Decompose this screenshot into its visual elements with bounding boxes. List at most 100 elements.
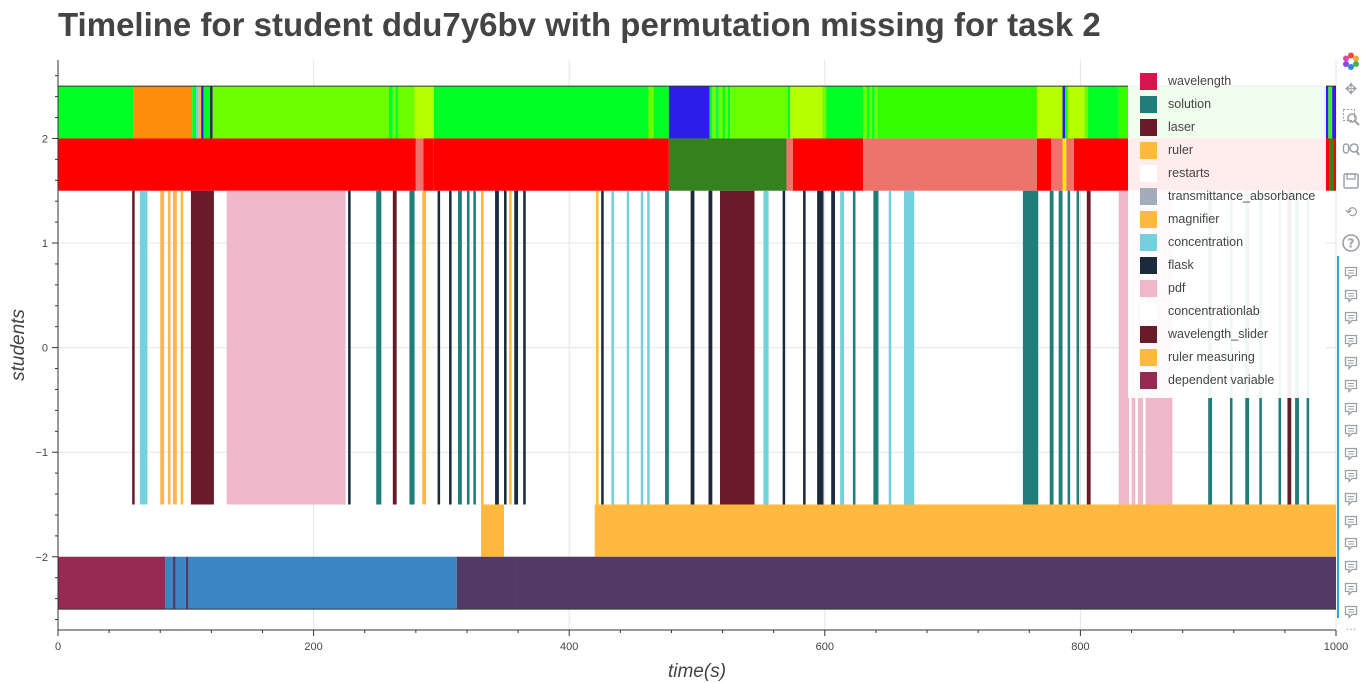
hover-tool-icon[interactable] — [1340, 262, 1362, 284]
timeline-segment — [449, 190, 452, 505]
timeline-segment — [509, 190, 512, 505]
hover-tool-icon[interactable] — [1340, 375, 1362, 397]
timeline-segment — [210, 86, 213, 139]
timeline-segment — [1118, 190, 1129, 505]
timeline-segment — [192, 86, 197, 139]
timeline-segment — [594, 504, 1336, 557]
timeline-segment — [1333, 138, 1336, 191]
hover-tool-icon[interactable] — [1340, 556, 1362, 578]
pan-icon[interactable]: ✥ — [1344, 80, 1358, 98]
timeline-segment — [725, 86, 728, 139]
legend-item[interactable]: dependent variable — [1140, 370, 1274, 390]
save-icon[interactable] — [1340, 170, 1362, 192]
legend-item[interactable]: ruler measuring — [1140, 347, 1255, 367]
timeline-segment — [185, 556, 189, 610]
active-tool-indicator — [1337, 256, 1339, 618]
hover-tool-icon[interactable] — [1340, 285, 1362, 307]
timeline-segment — [1051, 138, 1063, 191]
timeline-segment — [1329, 138, 1334, 191]
hover-tool-icon[interactable] — [1340, 398, 1362, 420]
timeline-segment — [1022, 190, 1039, 505]
hover-tool-icon[interactable] — [1340, 488, 1362, 510]
x-tick-label: 400 — [560, 641, 578, 653]
legend-swatch — [1140, 325, 1157, 343]
hover-tool-icon[interactable] — [1340, 330, 1362, 352]
timeline-segment — [167, 190, 171, 505]
timeline-segment — [1086, 190, 1091, 505]
timeline-segment — [392, 86, 396, 139]
y-axis-label: students — [8, 309, 29, 381]
more-tools-button[interactable]: ··· — [1345, 622, 1357, 636]
timeline-segment — [792, 138, 864, 191]
hover-tool-icon[interactable] — [1340, 443, 1362, 465]
timeline-segment — [58, 138, 416, 191]
legend-item[interactable]: transmittance_absorbance — [1140, 186, 1315, 206]
timeline-segment — [690, 190, 695, 505]
legend-item[interactable]: laser — [1140, 117, 1195, 137]
hover-tool-icon[interactable] — [1340, 307, 1362, 329]
timeline-segment — [175, 556, 186, 610]
legend-item[interactable]: concentration — [1140, 232, 1243, 252]
legend-item[interactable]: pdf — [1140, 278, 1185, 298]
timeline-segment — [515, 556, 1336, 610]
timeline-segment — [866, 86, 870, 139]
y-tick-label: −1 — [35, 447, 48, 459]
legend-swatch — [1140, 141, 1157, 159]
bokeh-logo-icon[interactable] — [1340, 50, 1362, 72]
timeline-segment — [433, 86, 649, 139]
legend-item[interactable]: ruler — [1140, 140, 1193, 160]
legend-item[interactable]: flask — [1140, 255, 1194, 275]
legend-label: solution — [1168, 97, 1212, 111]
legend-item[interactable]: restarts — [1140, 163, 1210, 183]
hover-tool-icon[interactable] — [1340, 578, 1362, 600]
timeline-segment — [190, 190, 214, 505]
timeline-segment — [1088, 86, 1119, 139]
timeline-segment — [456, 556, 516, 610]
timeline-segment — [1076, 190, 1080, 505]
hover-tool-icon[interactable] — [1340, 420, 1362, 442]
toolbar: ✥ ⟲? ··· — [1337, 46, 1364, 636]
timeline-segment — [708, 190, 713, 505]
timeline-segment — [611, 190, 614, 505]
timeline-segment — [763, 190, 769, 505]
timeline-segment — [514, 190, 519, 505]
timeline-segment — [720, 190, 755, 505]
timeline-segment — [58, 86, 134, 139]
timeline-segment — [212, 86, 390, 139]
timeline-segment — [712, 86, 717, 139]
legend-item[interactable]: concentrationlab — [1140, 301, 1260, 321]
timeline-segment — [1067, 86, 1085, 139]
timeline-segment — [877, 86, 1037, 139]
reset-icon[interactable]: ⟲ — [1344, 203, 1358, 221]
timeline-segment — [874, 86, 878, 139]
legend-label: transmittance_absorbance — [1168, 189, 1316, 203]
legend-swatch — [1140, 302, 1157, 320]
legend-label: flask — [1168, 258, 1194, 272]
timeline-segment — [803, 190, 806, 505]
legend-swatch — [1140, 348, 1157, 366]
legend-swatch — [1140, 187, 1157, 205]
hover-tool-icon[interactable] — [1340, 511, 1362, 533]
legend-item[interactable]: wavelength_slider — [1140, 324, 1268, 344]
hover-tool-icon[interactable] — [1340, 533, 1362, 555]
timeline-segment — [904, 190, 915, 505]
legend-label: dependent variable — [1168, 373, 1275, 387]
timeline-segment — [523, 190, 526, 505]
legend-item[interactable]: magnifier — [1140, 209, 1219, 229]
timeline-segment — [415, 138, 424, 191]
legend-label: ruler — [1168, 143, 1194, 157]
box-zoom-icon[interactable] — [1340, 106, 1362, 128]
hover-tool-icon[interactable] — [1340, 601, 1362, 623]
timeline-segment — [1065, 86, 1068, 139]
timeline-segment — [727, 86, 731, 139]
hover-tool-icon[interactable] — [1340, 465, 1362, 487]
timeline-segment — [173, 556, 176, 610]
legend-item[interactable]: solution — [1140, 94, 1211, 114]
legend-item[interactable]: wavelength — [1140, 71, 1231, 91]
help-icon[interactable]: ? — [1340, 232, 1362, 254]
timeline-segment — [481, 190, 484, 505]
wheel-zoom-icon[interactable] — [1340, 138, 1362, 160]
timeline-segment — [709, 86, 713, 139]
hover-tool-icon[interactable] — [1340, 352, 1362, 374]
y-tick-label: 1 — [42, 238, 48, 250]
